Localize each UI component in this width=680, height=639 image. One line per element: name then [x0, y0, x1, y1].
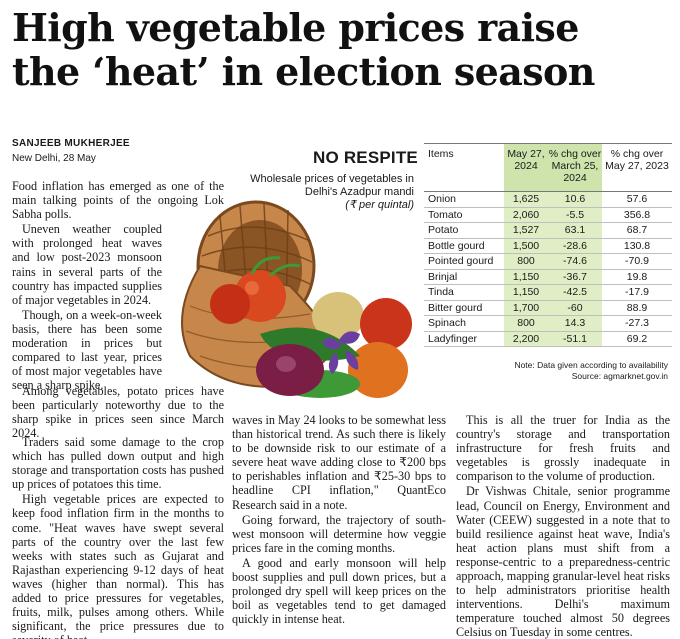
- graphic-unit: (₹ per quintal): [345, 199, 414, 211]
- paragraph: Traders said some damage to the crop whi…: [12, 435, 224, 492]
- paragraph: Dr Vishwas Chitale, senior programme lea…: [456, 484, 670, 639]
- price-value: 800: [504, 254, 548, 269]
- price-value: 1,150: [504, 285, 548, 300]
- paragraph: High vegetable prices are expected to ke…: [12, 492, 224, 639]
- paragraph: Uneven weather coupled with prolonged he…: [12, 222, 162, 307]
- price-value: 1,150: [504, 269, 548, 284]
- header-price: May 27, 2024: [504, 144, 548, 191]
- chg-march-value: 63.1: [548, 223, 602, 238]
- price-value: 1,500: [504, 238, 548, 253]
- headline: High vegetable prices raise the ‘heat’ i…: [12, 6, 672, 94]
- article-col1-mid: Among vegetables, potato prices have bee…: [12, 384, 224, 441]
- price-value: 2,060: [504, 207, 548, 222]
- item-name: Bottle gourd: [428, 239, 485, 252]
- chg-march-value: 10.6: [548, 192, 602, 207]
- chg-year-value: 19.8: [626, 270, 648, 283]
- chg-march-value: -36.7: [548, 269, 602, 284]
- headline-line-2: the ‘heat’ in election season: [12, 49, 595, 94]
- chg-year-value: 57.6: [626, 193, 648, 205]
- item-name: Brinjal: [428, 270, 458, 283]
- chg-march-value: -28.6: [548, 238, 602, 253]
- table-row: Potato 1,527 63.1 68.7: [424, 223, 672, 239]
- table-row: Brinjal 1,150 -36.7 19.8: [424, 269, 672, 285]
- note-text: Note: Data given according to availabili…: [514, 360, 668, 370]
- graphic-subtitle-text: Wholesale prices of vegetables in Delhi'…: [250, 173, 414, 198]
- chg-year-value: 356.8: [623, 208, 651, 221]
- chg-year-value: -70.9: [625, 255, 649, 267]
- table-row: Ladyfinger 2,200 -51.1 69.2: [424, 331, 672, 347]
- price-value: 1,527: [504, 223, 548, 238]
- price-table: Items May 27, 2024 % chg over March 25, …: [424, 143, 672, 347]
- table-row: Onion 1,625 10.6 57.6: [424, 192, 672, 208]
- paragraph: Though, on a week-on-week basis, there h…: [12, 307, 162, 393]
- article-col3: This is all the truer for India as the c…: [456, 413, 670, 639]
- table-note: Note: Data given according to availabili…: [424, 360, 668, 382]
- item-name: Tomato: [428, 208, 463, 221]
- chg-year-value: 69.2: [626, 332, 648, 345]
- price-value: 800: [504, 316, 548, 331]
- paragraph: A good and early monsoon will help boost…: [232, 555, 446, 627]
- chg-march-value: -5.5: [548, 207, 602, 222]
- vegetable-basket-illustration: [181, 200, 412, 398]
- graphic-subtitle: Wholesale prices of vegetables in Delhi'…: [240, 173, 414, 212]
- item-name: Ladyfinger: [428, 332, 478, 345]
- header-chg-march: % chg over March 25, 2024: [548, 144, 602, 191]
- item-name: Bitter gourd: [428, 301, 483, 314]
- item-name: Potato: [428, 224, 459, 236]
- chg-year-value: 130.8: [623, 239, 651, 252]
- price-value: 1,700: [504, 300, 548, 315]
- table-row: Spinach 800 14.3 -27.3: [424, 316, 672, 332]
- chg-march-value: -60: [548, 300, 602, 315]
- paragraph: Among vegetables, potato prices have bee…: [12, 384, 224, 441]
- paragraph: This is all the truer for India as the c…: [456, 413, 670, 484]
- chg-year-value: 68.7: [626, 224, 648, 236]
- item-name: Pointed gourd: [428, 255, 494, 267]
- table-body: Onion 1,625 10.6 57.6 Tomato 2,060 -5.5 356.8 Po…: [424, 192, 672, 347]
- price-value: 1,625: [504, 192, 548, 207]
- article-col1-top: Food inflation has emerged as one of the…: [12, 179, 224, 393]
- paragraph: waves in May 24 looks to be somewhat les…: [232, 413, 446, 512]
- graphic-title: NO RESPITE: [313, 148, 418, 167]
- headline-line-1: High vegetable prices raise: [12, 5, 579, 50]
- chg-march-value: 14.3: [548, 316, 602, 331]
- chg-march-value: -42.5: [548, 285, 602, 300]
- chg-year-value: -27.3: [625, 317, 649, 329]
- chg-march-value: -51.1: [548, 331, 602, 346]
- table-row: Bottle gourd 1,500 -28.6 130.8: [424, 238, 672, 254]
- article-col2: waves in May 24 looks to be somewhat les…: [232, 413, 446, 627]
- paragraph: Food inflation has emerged as one of the…: [12, 179, 224, 222]
- chg-year-value: 88.9: [626, 301, 648, 314]
- chg-year-value: -17.9: [625, 286, 649, 298]
- price-value: 2,200: [504, 331, 548, 346]
- header-chg-year: % chg over May 27, 2023: [605, 148, 669, 172]
- table-row: Bitter gourd 1,700 -60 88.9: [424, 300, 672, 316]
- header-items: Items: [428, 148, 454, 160]
- paragraph: Going forward, the trajectory of south-w…: [232, 512, 446, 555]
- table-row: Tinda 1,150 -42.5 -17.9: [424, 285, 672, 301]
- item-name: Tinda: [428, 286, 454, 298]
- item-name: Spinach: [428, 317, 466, 329]
- chg-march-value: -74.6: [548, 254, 602, 269]
- table-row: Pointed gourd 800 -74.6 -70.9: [424, 254, 672, 270]
- table-header: Items May 27, 2024 % chg over March 25, …: [424, 144, 672, 192]
- dateline: New Delhi, 28 May: [12, 153, 96, 164]
- article-col1-bottom: Traders said some damage to the crop whi…: [12, 435, 224, 639]
- table-row: Tomato 2,060 -5.5 356.8: [424, 207, 672, 223]
- item-name: Onion: [428, 193, 457, 205]
- source-text: Source: agmarknet.gov.in: [571, 371, 668, 381]
- byline: SANJEEB MUKHERJEE New Delhi, 28 May: [12, 138, 130, 164]
- author: SANJEEB MUKHERJEE: [12, 138, 130, 149]
